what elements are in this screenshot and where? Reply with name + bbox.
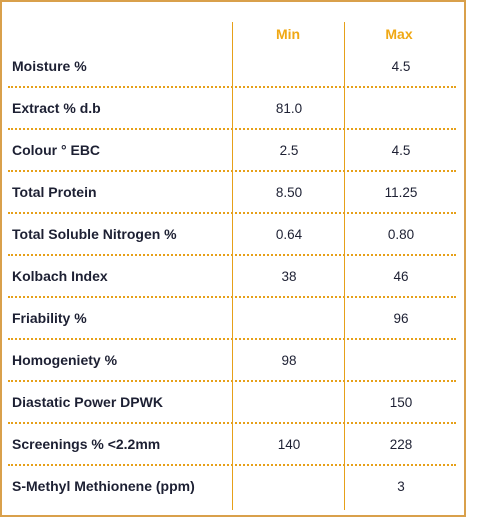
table-row: Screenings % <2.2mm 140 228 (8, 424, 456, 466)
row-separator (8, 338, 456, 340)
row-separator (8, 254, 456, 256)
min-value: 140 (277, 437, 301, 452)
table-row: Colour ° EBC 2.5 4.5 (8, 130, 456, 172)
table-row: S-Methyl Methionene (ppm) 3 (8, 466, 456, 508)
max-value: 46 (393, 269, 409, 284)
max-value: 4.5 (391, 59, 411, 74)
row-label: Kolbach Index (12, 268, 108, 284)
row-separator (8, 212, 456, 214)
row-label: Total Soluble Nitrogen % (12, 226, 177, 242)
row-separator (8, 128, 456, 130)
max-header: Max (385, 26, 413, 42)
min-value: 38 (281, 269, 297, 284)
min-value: 0.64 (275, 227, 303, 242)
table-row: Friability % 96 (8, 298, 456, 340)
min-value: 98 (281, 353, 297, 368)
max-value: 11.25 (384, 185, 418, 200)
table-row: Total Soluble Nitrogen % 0.64 0.80 (8, 214, 456, 256)
max-value: 3 (397, 479, 405, 494)
row-label: Homogeniety % (12, 352, 118, 368)
table-row: Total Protein 8.50 11.25 (8, 172, 456, 214)
max-value: 96 (393, 311, 409, 326)
row-label: S-Methyl Methionene (ppm) (12, 478, 195, 494)
table-row: Diastatic Power DPWK 150 (8, 382, 456, 424)
min-value: 8.50 (275, 185, 303, 200)
row-separator (8, 464, 456, 466)
spec-table: Min Max Moisture % 4.5 Extract % d.b 81.… (0, 0, 466, 517)
row-label: Extract % d.b (12, 100, 101, 116)
row-separator (8, 422, 456, 424)
min-value: 81.0 (275, 101, 303, 116)
max-value: 4.5 (391, 143, 411, 158)
max-column-divider (344, 22, 345, 510)
table-row: Kolbach Index 38 46 (8, 256, 456, 298)
row-label: Friability % (12, 310, 87, 326)
min-value: 2.5 (279, 143, 299, 158)
max-value: 0.80 (387, 227, 415, 242)
max-value: 150 (389, 395, 413, 410)
row-label: Screenings % <2.2mm (12, 436, 161, 452)
table-row: Extract % d.b 81.0 (8, 88, 456, 130)
row-label: Colour ° EBC (12, 142, 101, 158)
row-separator (8, 170, 456, 172)
row-separator (8, 296, 456, 298)
row-label: Moisture % (12, 58, 87, 74)
max-value: 228 (389, 437, 413, 452)
row-separator (8, 380, 456, 382)
row-separator (8, 86, 456, 88)
min-column-divider (232, 22, 233, 510)
min-header: Min (275, 26, 301, 42)
table-row: Moisture % 4.5 (8, 46, 456, 88)
row-label: Diastatic Power DPWK (12, 394, 163, 410)
table-row: Homogeniety % 98 (8, 340, 456, 382)
row-label: Total Protein (12, 184, 97, 200)
